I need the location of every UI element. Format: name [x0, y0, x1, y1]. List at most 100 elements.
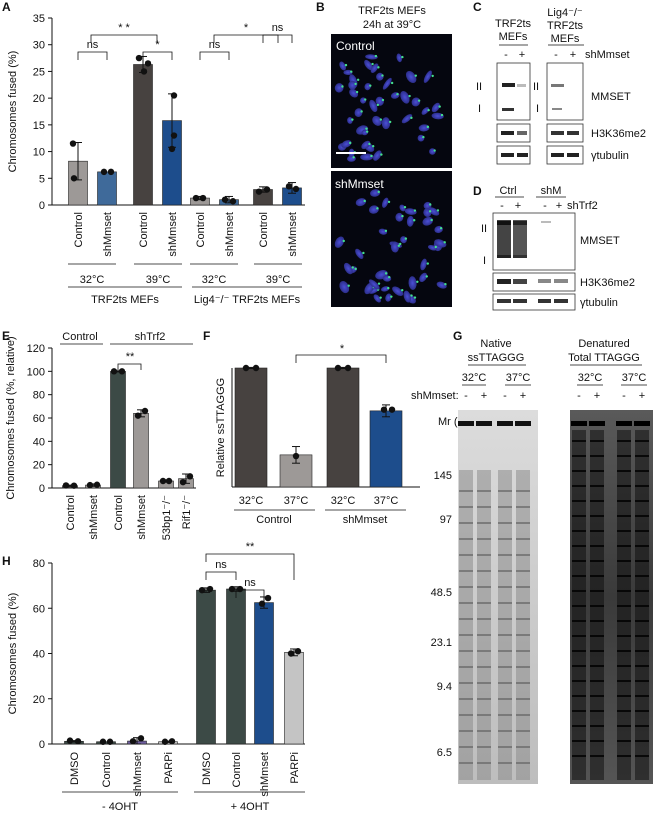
telomere-signal — [370, 154, 373, 158]
g-native-2: ssTTAGGG — [468, 352, 525, 364]
telomere-signal — [364, 98, 367, 101]
telomere-signal — [440, 113, 444, 117]
lane-band — [516, 634, 530, 636]
telomere-signal — [384, 229, 388, 233]
category-label: shMmset — [224, 212, 236, 257]
data-point — [334, 364, 342, 372]
lane-sign: + — [520, 390, 526, 402]
lane-band — [572, 620, 586, 622]
telomere-signal — [350, 70, 353, 73]
lane-band — [635, 590, 649, 592]
size-marker: 145 — [434, 470, 452, 482]
chart-panel-f: Relative ssTTAGGG 32°C 37°C 32°C 37°C Control… — [215, 343, 420, 526]
telomere-signal — [428, 203, 432, 206]
lane-band — [498, 762, 512, 764]
chromosome — [418, 124, 430, 132]
significance-label: ns — [87, 39, 99, 51]
telomere-signal — [387, 200, 391, 204]
lane-band — [498, 634, 512, 636]
telomere-signal — [347, 284, 350, 287]
lane-band — [635, 695, 649, 697]
y-tick-label: 20 — [33, 93, 45, 105]
lane-band — [477, 522, 491, 524]
c-col2-line2: TRF2ts — [547, 20, 584, 32]
c-plus-2: + — [570, 49, 576, 61]
significance-bracket — [199, 51, 230, 60]
chromosome — [419, 272, 428, 283]
lane-band — [572, 635, 586, 637]
lane-band — [477, 682, 491, 684]
lane-band — [590, 605, 604, 607]
telomere-signal — [387, 275, 391, 279]
data-point — [118, 368, 126, 375]
lane-band — [590, 725, 604, 727]
telomere-signal — [404, 237, 408, 240]
significance-bracket — [205, 553, 295, 580]
significance-label: * * — [118, 22, 130, 34]
lane-band — [617, 560, 631, 562]
chromosome — [403, 290, 411, 303]
g-denat-2: Total TTAGGG — [568, 352, 640, 364]
lane-band — [572, 440, 586, 442]
g-lane-signs: - + - + - + - + — [464, 390, 645, 402]
scale-bar — [336, 152, 366, 154]
d-mmset-bands — [497, 220, 551, 258]
y-tick-label: 100 — [27, 366, 45, 378]
lane-band — [498, 730, 512, 732]
data-point — [252, 364, 260, 372]
data-point — [263, 186, 271, 193]
panel-letter-f: F — [203, 329, 210, 343]
telomere-signal — [356, 78, 360, 82]
telomere-signal — [396, 92, 399, 96]
lane-band — [477, 666, 491, 668]
lane-band — [516, 506, 530, 508]
data-point — [255, 188, 263, 195]
telomere-signal — [388, 120, 392, 124]
y-tick-label: 80 — [33, 558, 45, 570]
y-tick-label: 0 — [39, 739, 45, 751]
telomere-signal — [444, 282, 447, 286]
group-label: TRF2ts MEFs — [91, 294, 159, 306]
lane-band — [459, 602, 473, 604]
telomere-signal — [403, 205, 407, 209]
telomere-signal — [365, 127, 368, 130]
lane-sign: + — [639, 390, 645, 402]
telomere-signal — [387, 286, 390, 290]
lane-band — [516, 682, 530, 684]
panel-letter-b: B — [316, 0, 325, 14]
bar — [254, 602, 274, 745]
y-tick-label: 60 — [33, 413, 45, 425]
y-tick-label: 30 — [33, 40, 45, 52]
panel-c-western: TRF2ts MEFs Lig4⁻/⁻ TRF2ts MEFs - + - + … — [476, 7, 646, 165]
data-point — [380, 406, 388, 413]
temperature-label: 32°C — [80, 274, 105, 286]
lane-band — [498, 698, 512, 700]
lane-band — [590, 650, 604, 652]
lane-band — [635, 755, 649, 757]
chromosome — [354, 108, 363, 117]
chromosome — [392, 286, 404, 296]
significance-label: ns — [215, 559, 227, 571]
lane-band — [572, 740, 586, 742]
significance-label: * — [155, 39, 160, 51]
chromosome-spread-control — [334, 53, 444, 162]
data-point — [388, 406, 396, 413]
chromosome — [349, 88, 359, 98]
chromosome — [390, 241, 399, 253]
data-point — [199, 194, 207, 202]
chromosome — [431, 112, 444, 120]
data-point — [236, 585, 244, 593]
lane-band — [572, 515, 586, 517]
lane-band — [516, 714, 530, 716]
lane-band — [635, 725, 649, 727]
lane-band — [572, 485, 586, 487]
telomere-signal — [376, 103, 380, 107]
lane-smear — [498, 470, 512, 780]
category-label: 37°C — [374, 495, 399, 507]
lane-band — [498, 570, 512, 572]
telomere-signal — [377, 66, 380, 69]
c-band-i-1: I — [478, 103, 481, 115]
y-axis-label: Relative ssTTAGGG — [215, 378, 227, 477]
chromosome — [347, 116, 353, 124]
well-band — [458, 421, 474, 426]
